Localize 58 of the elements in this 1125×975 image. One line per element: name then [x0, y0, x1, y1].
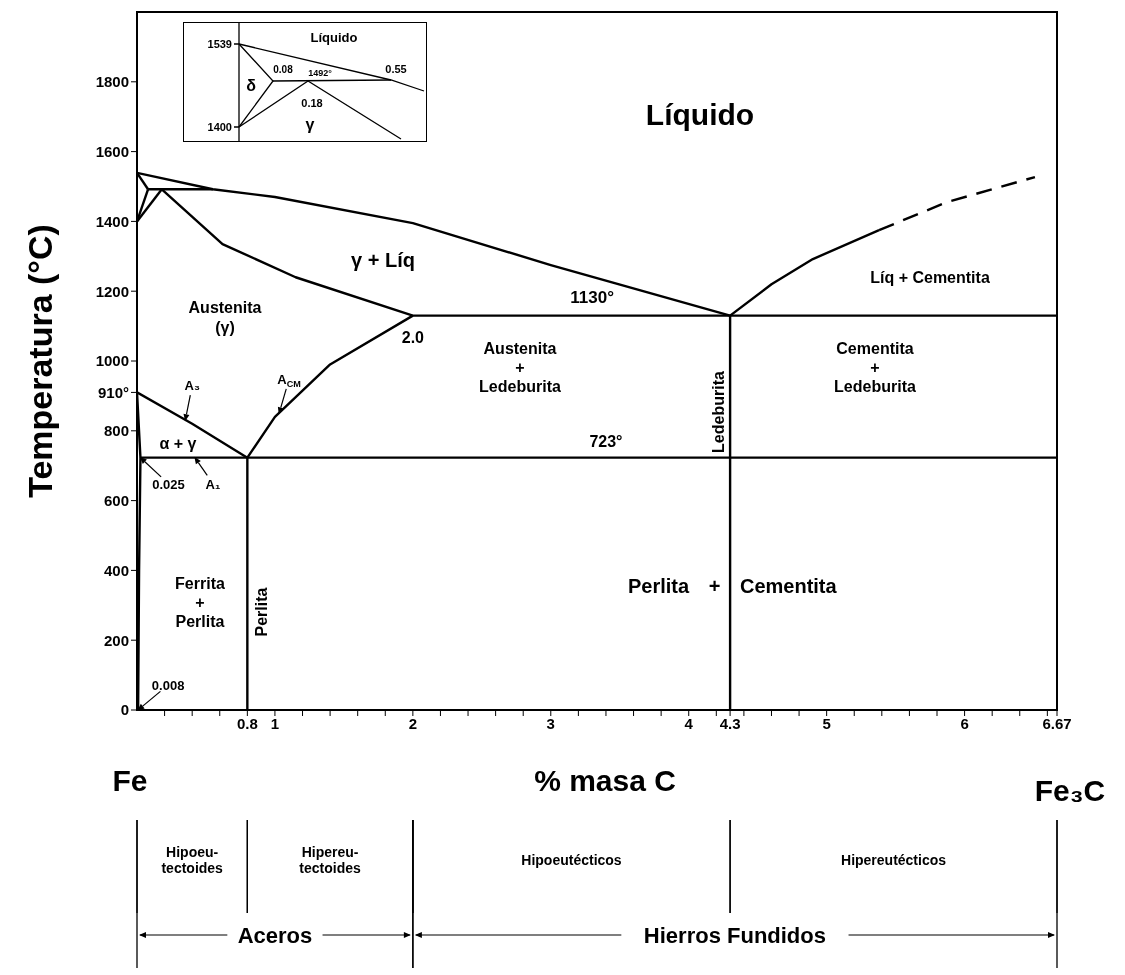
x-tick-label: 4.3	[719, 714, 741, 732]
x-tick-label: 6	[960, 714, 969, 732]
y-tick-label: 910°	[97, 383, 129, 401]
y-axis-title: Temperatura (°C)	[21, 224, 59, 498]
x-tick-label: 1	[270, 714, 280, 732]
y-tick-label: 1400	[95, 212, 129, 230]
annotation: 0.025	[152, 476, 185, 492]
annotation: 1400	[207, 121, 232, 133]
y-tick-label: 1600	[95, 142, 129, 160]
annotation: A₃	[184, 377, 200, 393]
annotation: 2.0	[401, 328, 425, 346]
text: Fe₃C	[1034, 773, 1106, 807]
x-tick-label: 5	[822, 714, 831, 732]
x-tick-label: 2	[408, 714, 418, 732]
text: Hierros Fundidos	[643, 922, 826, 948]
x-axis-title: % masa C	[534, 763, 676, 797]
annotation: Ferrita + Perlita	[175, 574, 225, 630]
annotation: 0.18	[301, 97, 323, 109]
annotation: γ + Líq	[351, 249, 415, 271]
x-tick-label: 6.67	[1042, 714, 1072, 732]
annotation: A$_{CM}$	[277, 371, 301, 390]
annotation: A₁	[205, 476, 221, 492]
annotation: Austenita (γ)	[188, 298, 262, 336]
y-tick-label: 800	[103, 422, 129, 440]
text: Fe	[112, 763, 148, 797]
annotation: Cementita + Ledeburita	[834, 339, 916, 395]
text: Aceros	[237, 922, 313, 948]
text: Hipoeu- tectoides	[161, 843, 224, 877]
annotation: 1539	[207, 38, 232, 50]
y-tick-label: 400	[103, 561, 129, 579]
text: Hipoeutécticos	[521, 852, 622, 868]
x-tick-label: 0.8	[236, 714, 258, 732]
annotation: Líquido	[310, 29, 358, 45]
text: Hipereutécticos	[841, 852, 947, 868]
y-tick-label: 1800	[95, 73, 129, 91]
text: Hipereu- tectoides	[299, 843, 362, 877]
y-tick-label: 1200	[95, 282, 129, 300]
annotation: 0.008	[151, 677, 185, 693]
y-tick-label: 1000	[95, 352, 129, 370]
y-tick-label: 0	[120, 701, 129, 719]
annotation: Austenita + Ledeburita	[479, 339, 561, 395]
x-tick-label: 4	[684, 714, 694, 732]
annotation: 0.55	[385, 63, 407, 75]
annotation: 1492°	[308, 68, 333, 78]
y-tick-label: 600	[103, 491, 129, 509]
annotation: α + γ	[159, 434, 197, 452]
annotation: Líq + Cementita	[870, 268, 990, 286]
y-tick-label: 200	[103, 631, 129, 649]
annotation: γ	[305, 115, 315, 133]
annotation: Ledeburita	[709, 371, 727, 453]
annotation: δ	[246, 76, 257, 94]
annotation: Perlita + Cementita	[628, 575, 838, 597]
annotation: 723°	[589, 432, 623, 450]
annotation: 1130°	[570, 287, 615, 307]
annotation: Líquido	[645, 97, 755, 131]
annotation: 0.08	[273, 63, 294, 75]
annotation: Perlita	[252, 587, 270, 637]
x-tick-label: 3	[546, 714, 555, 732]
